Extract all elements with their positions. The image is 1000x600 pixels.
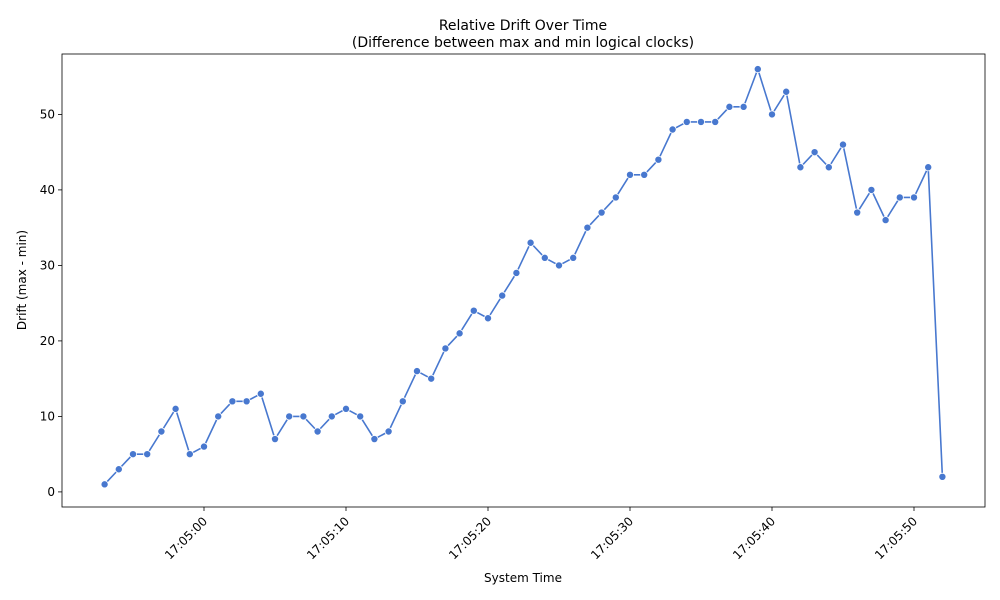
data-point (384, 427, 393, 436)
y-tick-label: 0 (47, 485, 55, 499)
data-point (895, 193, 904, 202)
data-point (157, 427, 166, 436)
data-point (185, 450, 194, 459)
x-axis-label: System Time (484, 571, 562, 585)
data-point (498, 291, 507, 300)
x-tick-label: 17:05:30 (588, 514, 636, 562)
data-point (313, 427, 322, 436)
data-point (853, 208, 862, 217)
data-point (753, 65, 762, 74)
data-point (455, 329, 464, 338)
data-point (228, 397, 237, 406)
data-point (441, 344, 450, 353)
data-point (469, 306, 478, 315)
chart-title: Relative Drift Over Time (439, 18, 607, 34)
data-point (938, 472, 947, 481)
data-point (356, 412, 365, 421)
data-point (867, 185, 876, 194)
data-point (640, 170, 649, 179)
y-tick-label: 30 (40, 258, 55, 272)
axes-layer: 0 10 20 30 40 50 17:05:00 17:05:10 17:05:20 17:05… (40, 107, 920, 562)
data-point (341, 404, 350, 413)
data-point (611, 193, 620, 202)
y-tick-label: 40 (40, 183, 55, 197)
data-point (839, 140, 848, 149)
data-point (782, 87, 791, 96)
chart-subtitle: (Difference between max and min logical … (352, 35, 694, 51)
data-point (100, 480, 109, 489)
data-point (299, 412, 308, 421)
x-tick-label: 17:05:10 (304, 514, 352, 562)
data-point (725, 102, 734, 111)
data-point (810, 148, 819, 157)
y-tick-label: 50 (40, 107, 55, 121)
y-tick-label: 10 (40, 409, 55, 423)
data-layer (100, 65, 947, 489)
x-tick-label: 17:05:50 (872, 514, 920, 562)
data-point (256, 389, 265, 398)
data-point (796, 163, 805, 172)
data-point (654, 155, 663, 164)
data-point (540, 253, 549, 262)
data-point (711, 117, 720, 126)
data-point (668, 125, 677, 134)
data-point (824, 163, 833, 172)
data-point (597, 208, 606, 217)
data-point (114, 465, 123, 474)
data-point (697, 117, 706, 126)
data-point (682, 117, 691, 126)
y-axis-label: Drift (max - min) (15, 230, 29, 330)
data-point (583, 223, 592, 232)
data-point (285, 412, 294, 421)
data-point (171, 404, 180, 413)
data-point (569, 253, 578, 262)
data-point (242, 397, 251, 406)
data-point (327, 412, 336, 421)
data-point (412, 367, 421, 376)
data-point (512, 268, 521, 277)
data-point (199, 442, 208, 451)
data-point (398, 397, 407, 406)
data-point (924, 163, 933, 172)
data-point (427, 374, 436, 383)
data-point (370, 435, 379, 444)
data-point (555, 261, 564, 270)
data-point (270, 435, 279, 444)
x-tick-label: 17:05:00 (162, 514, 210, 562)
data-point (214, 412, 223, 421)
drift-series-line (104, 68, 944, 485)
data-point (768, 110, 777, 119)
data-point (881, 216, 890, 225)
x-tick-label: 17:05:20 (446, 514, 494, 562)
data-point (739, 102, 748, 111)
data-point (128, 450, 137, 459)
data-point (626, 170, 635, 179)
plot-frame (61, 53, 986, 508)
y-tick-label: 20 (40, 334, 55, 348)
data-point (143, 450, 152, 459)
x-tick-label: 17:05:40 (730, 514, 778, 562)
data-point (483, 314, 492, 323)
data-point (910, 193, 919, 202)
data-point (526, 238, 535, 247)
